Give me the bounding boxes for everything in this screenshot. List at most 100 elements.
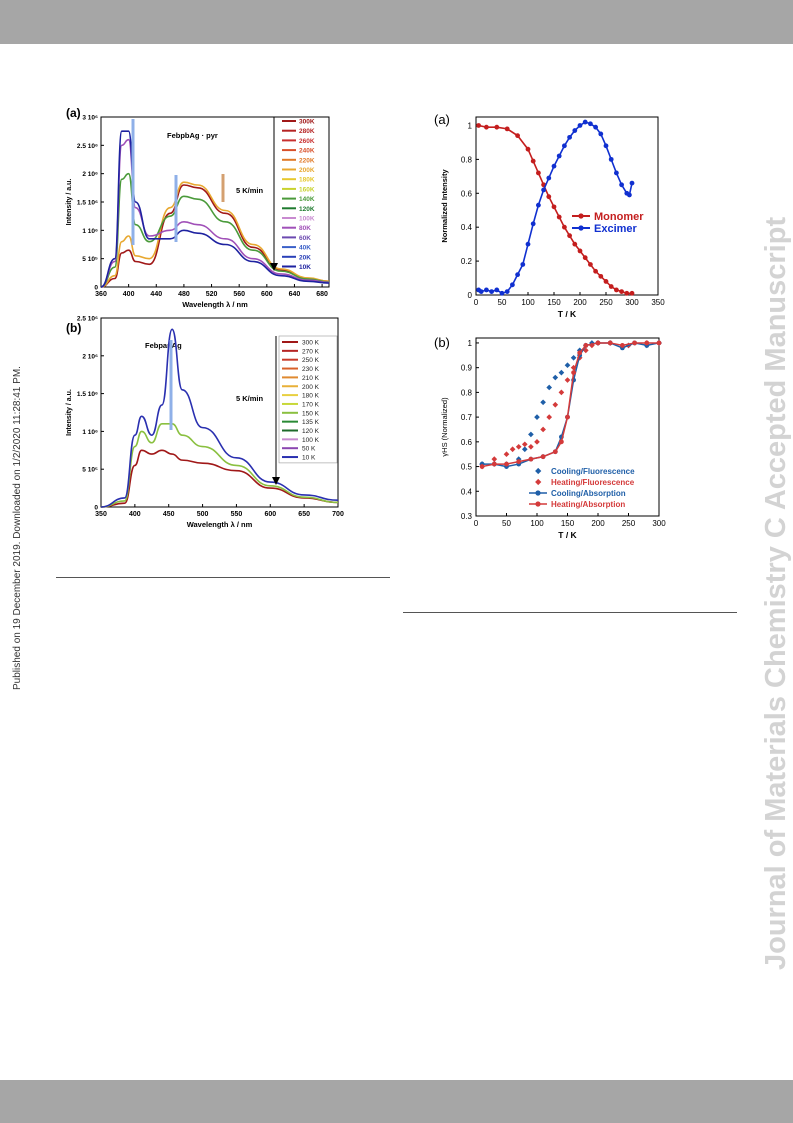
legend-label: 300 K [302,340,320,347]
x-tick-label: 350 [651,298,665,307]
data-point [556,214,562,220]
data-point [491,461,497,467]
data-point [546,414,553,420]
fig2-panel-b: 0 50 100 150 200 250 300 0.3 0.4 0.5 0.6 0.7 0.8 0.9 1… [432,328,672,550]
legend-label: Heating/Absorption [551,500,625,509]
legend-marker [535,490,541,496]
publication-note-text: Published on 19 December 2019. Downloade… [12,366,23,690]
legend-box [278,335,338,464]
spectrum-line [100,172,330,288]
x-tick-label: 200 [591,519,605,528]
y-tick-label: 0.8 [461,155,473,164]
y-tick-label: 0.6 [461,438,473,447]
x-tick-label: 150 [561,519,575,528]
spectrum-line [100,449,339,508]
data-point [515,133,520,139]
legend-marker [578,213,584,219]
panel-label: (a) [434,112,450,127]
data-point [525,241,531,247]
y-tick-label: 1 [468,121,473,130]
data-point [540,454,546,460]
legend-label: Cooling/Absorption [551,489,626,498]
data-point [503,451,510,458]
data-point [528,443,534,450]
legend-label: 120 K [302,428,320,435]
x-tick-label: 250 [599,298,613,307]
legend-label: 210 K [302,375,320,382]
y-tick-label: 1 [468,339,473,348]
y-tick-label: 3 10⁶ [82,115,98,122]
data-point [536,202,541,208]
x-tick-label: 400 [123,291,135,298]
data-point [489,289,494,295]
y-axis-label: Intensity / a.u. [66,179,73,226]
data-point [540,426,546,433]
x-tick-label: 100 [530,519,544,528]
data-point [516,459,522,465]
fig1-caption-rule [56,577,390,578]
data-point [627,192,632,198]
data-point [528,431,534,438]
y-axis-label: Intensity / a.u. [66,389,73,436]
y-tick-label: 0.2 [461,257,473,266]
x-tick-label: 560 [233,291,245,298]
data-point [525,146,531,152]
panel-label: (b) [434,335,450,350]
spectrum-line [100,328,339,508]
cooling-arrowhead [270,263,278,271]
y-tick-label: 2.5 10⁶ [77,143,98,150]
data-point [565,414,570,420]
data-point [629,180,635,186]
legend-label: 60K [299,235,311,242]
data-point [567,134,572,140]
data-point [515,443,522,450]
legend-marker [535,467,542,475]
legend-label: 300K [299,119,315,126]
legend-label: 200 K [302,384,320,391]
legend-label: 220K [299,157,315,164]
legend-label: Excimer [594,223,638,235]
data-point [562,143,567,149]
legend-label: 170 K [302,401,320,408]
x-tick-label: 100 [521,298,535,307]
y-tick-label: 2.5 10⁶ [77,316,98,323]
data-point [644,340,650,346]
x-tick-label: 550 [231,511,243,518]
data-point [572,128,578,133]
panel-label: (b) [66,321,81,335]
legend-label: Heating/Fluorescence [551,478,635,487]
legend-label: 80K [299,225,311,232]
y-axis-label: γHS (Normalized) [440,397,449,457]
legend-label: Cooling/Fluorescence [551,467,635,476]
x-tick-label: 0 [474,519,479,528]
legend-label: 150 K [302,410,320,417]
data-point [491,456,498,462]
y-tick-label: 0 [468,291,473,300]
data-point [484,287,489,293]
data-point [521,441,528,448]
data-point [570,354,577,361]
y-tick-label: 0.3 [461,512,473,521]
x-tick-label: 50 [502,519,511,528]
legend-marker [535,501,541,507]
x-tick-label: 650 [298,511,310,518]
x-tick-label: 250 [622,519,636,528]
x-tick-label: 520 [206,291,218,298]
data-point [551,163,557,169]
data-point [559,439,564,445]
data-point [534,414,540,420]
data-point [577,350,583,356]
legend-label: 120K [299,206,315,213]
data-point [476,123,481,128]
data-point [540,399,546,406]
page-header-bar [0,0,793,44]
data-point [546,175,552,181]
watermark-text: Journal of Materials Chemistry C Accepte… [760,217,792,970]
x-tick-label: 700 [332,511,344,518]
rate-label: 5 K/min [236,186,264,195]
data-point [564,362,571,369]
legend-label: 250 K [302,357,320,364]
x-tick-label: 360 [95,291,107,298]
y-tick-label: 0.6 [461,189,473,198]
data-point [572,241,578,247]
